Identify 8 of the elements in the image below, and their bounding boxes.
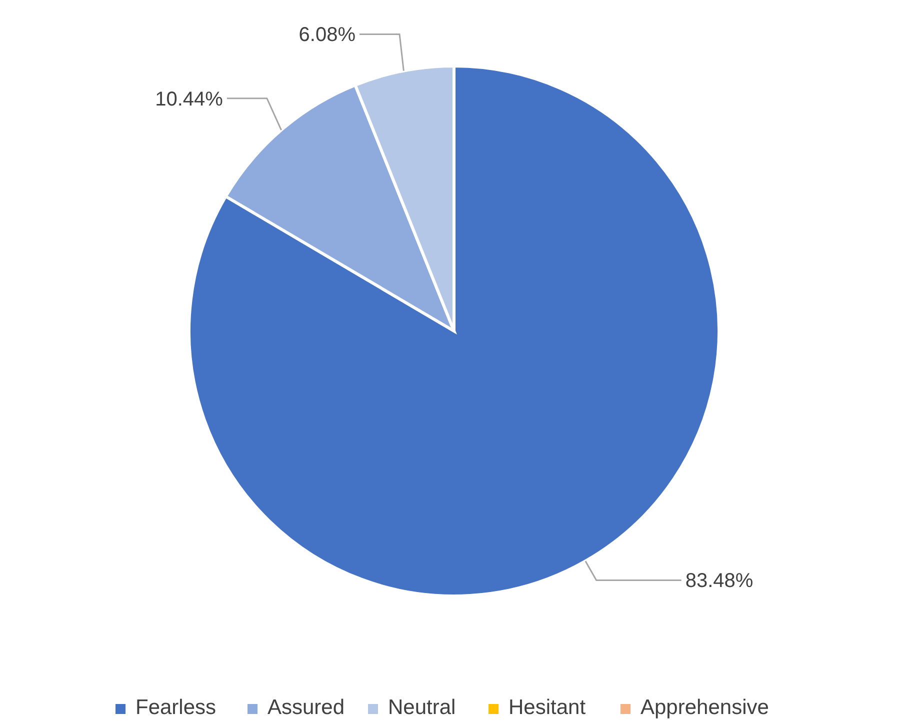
data-label: 83.48%: [685, 570, 754, 592]
legend-label: Assured: [268, 696, 345, 719]
legend-label: Neutral: [388, 696, 456, 719]
legend-label: Hesitant: [508, 696, 586, 719]
data-label: 6.08%: [298, 24, 356, 46]
legend-label: Apprehensive: [640, 696, 769, 719]
legend-label: Fearless: [136, 696, 216, 719]
data-label: 10.44%: [155, 88, 224, 110]
